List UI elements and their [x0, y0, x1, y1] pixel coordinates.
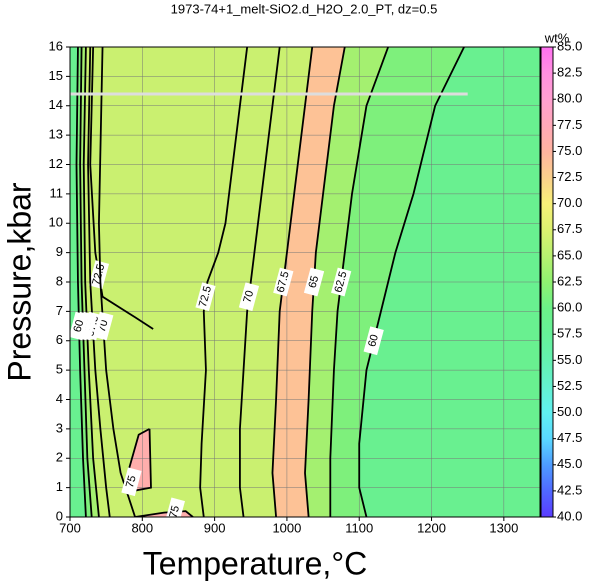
contour-label: 70 [241, 289, 256, 304]
contour-label-bg [273, 267, 294, 297]
y-tick-label: 0 [56, 508, 63, 523]
colorbar-label: wt% [544, 30, 570, 45]
x-tick-label: 900 [204, 520, 226, 535]
colorbar-tick-label: 62.5 [557, 273, 582, 288]
y-tick-label: 16 [49, 38, 63, 53]
contour-label-group: 75 [164, 497, 185, 519]
x-tick-label: 1000 [272, 520, 301, 535]
contour-line [98, 47, 136, 517]
contour-label: 72.5 [90, 263, 107, 287]
contour-label: 75 [124, 474, 139, 489]
y-tick-label: 9 [56, 244, 63, 259]
contour-label: 60 [72, 319, 87, 334]
colorbar-tick-label: 57.5 [557, 326, 582, 341]
y-tick-label: 5 [56, 362, 63, 377]
colorbar-tick-label: 82.5 [557, 65, 582, 80]
contour-label-bg [121, 467, 142, 497]
colorbar-tick-label: 45.0 [557, 456, 582, 471]
contour-label: 65 [307, 275, 322, 290]
y-axis-label: Pressure,kbar [1, 182, 37, 382]
y-tick-label: 14 [49, 97, 63, 112]
contour-label-group: 75 [121, 467, 142, 497]
colorbar-tick-label: 80.0 [557, 91, 582, 106]
colorbar [540, 46, 554, 518]
x-tick-label: 1300 [489, 520, 518, 535]
x-tick-label: 700 [59, 520, 81, 535]
y-tick-label: 12 [49, 156, 63, 171]
colorbar-tick-label: 65.0 [557, 247, 582, 262]
y-tick-label: 11 [50, 185, 64, 200]
y-tick-label: 15 [49, 68, 63, 83]
contour-line [199, 47, 249, 517]
contour-label-group: 70 [238, 282, 260, 312]
colorbar-tick-label: 50.0 [557, 404, 582, 419]
contour-line [87, 47, 111, 517]
y-tick-label: 8 [56, 273, 63, 288]
colorbar-tick-label: 75.0 [557, 143, 582, 158]
x-tick-label: 800 [131, 520, 153, 535]
contour-label-group: 65 [303, 267, 325, 297]
contour-label-group: 62.5 [331, 267, 352, 297]
colorbar-tick-label: 42.5 [557, 482, 582, 497]
chart-title: 1973-74+1_melt-SiO2.d_H2O_2.0_PT, dz=0.5 [171, 1, 438, 16]
contour-label-group: 67.5 [273, 267, 294, 297]
contour-label: 75 [167, 504, 182, 519]
x-axis-label: Temperature,°C [143, 545, 367, 581]
contour-label-bg [164, 497, 185, 517]
colorbar-tick-label: 67.5 [557, 221, 582, 236]
contour-label-group: 60 [70, 311, 90, 341]
y-tick-label: 3 [56, 420, 63, 435]
contour-line [358, 47, 465, 517]
y-tick-label: 2 [56, 450, 63, 465]
contour-label: 60 [366, 333, 381, 348]
colorbar-tick-label: 70.0 [557, 195, 582, 210]
colorbar-tick-label: 52.5 [557, 378, 582, 393]
colorbar-tick-label: 60.0 [557, 300, 582, 315]
y-tick-label: 10 [49, 215, 63, 230]
y-tick-label: 1 [56, 479, 63, 494]
colorbar-tick-label: 55.0 [557, 352, 582, 367]
x-tick-label: 1200 [417, 520, 446, 535]
contour-label-bg [195, 282, 216, 312]
contour-label: 72.5 [197, 285, 214, 309]
contour-label-bg [363, 326, 384, 356]
contour-label-bg [331, 267, 352, 297]
y-tick-label: 7 [56, 303, 63, 318]
contour-label-bg [88, 260, 110, 290]
colorbar-tick-label: 47.5 [557, 430, 582, 445]
contour-label-bg [238, 282, 260, 312]
colorbar-tick-label: 77.5 [557, 117, 582, 132]
contour-label: 67.5 [275, 270, 292, 294]
contour-label: 62.5 [332, 270, 349, 294]
contour-label-bg [70, 311, 90, 341]
y-tick-label: 6 [56, 332, 63, 347]
colorbar-tick-label: 72.5 [557, 169, 582, 184]
y-tick-label: 4 [56, 391, 63, 406]
y-tick-label: 13 [49, 127, 63, 142]
contour-label-group: 72.5 [88, 260, 110, 290]
contour-label-group: 72.5 [195, 282, 216, 312]
x-tick-label: 1100 [345, 520, 373, 535]
contour-label-group: 60 [363, 326, 384, 356]
contour-label-bg [303, 267, 325, 297]
colorbar-tick-label: 40.0 [557, 508, 582, 523]
colorbar-tick-label: 85.0 [557, 38, 582, 53]
